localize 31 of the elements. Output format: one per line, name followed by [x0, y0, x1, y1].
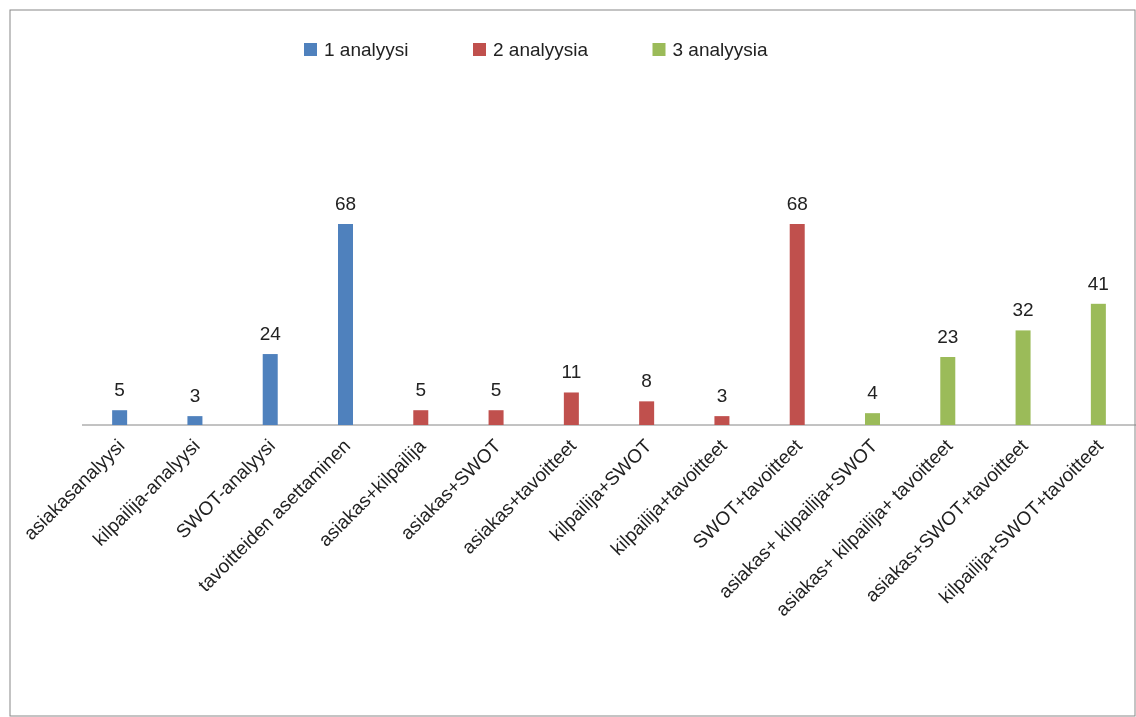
- data-label: 11: [561, 361, 582, 383]
- bar: [563, 392, 579, 425]
- data-label: 32: [1012, 299, 1034, 321]
- bar: [338, 224, 353, 425]
- data-label: 24: [259, 323, 282, 345]
- data-label: 5: [114, 379, 125, 401]
- data-label: 5: [415, 379, 427, 401]
- data-label: 4: [867, 382, 879, 404]
- bar: [413, 410, 429, 425]
- bar: [789, 224, 805, 425]
- data-label: 23: [937, 326, 959, 348]
- legend-label: 2 analyysia: [493, 39, 589, 60]
- data-label: 68: [334, 193, 357, 214]
- legend-label: 3 analyysia: [672, 39, 768, 60]
- data-label: 5: [490, 379, 502, 401]
- bar: [1015, 330, 1031, 425]
- legend-label: 1 analyysi: [324, 39, 409, 60]
- bar: [1090, 303, 1106, 425]
- bar: [488, 410, 504, 425]
- bar: [187, 416, 203, 425]
- data-label: 68: [786, 193, 808, 214]
- bar: [262, 354, 278, 425]
- bar: [112, 410, 128, 425]
- bar: [865, 413, 880, 425]
- bar: [714, 416, 730, 425]
- data-label: 8: [641, 370, 652, 392]
- bar: [639, 401, 655, 425]
- data-label: 3: [189, 385, 201, 407]
- data-label: 41: [1087, 272, 1109, 294]
- bar: [940, 357, 956, 425]
- data-label: 3: [716, 385, 728, 407]
